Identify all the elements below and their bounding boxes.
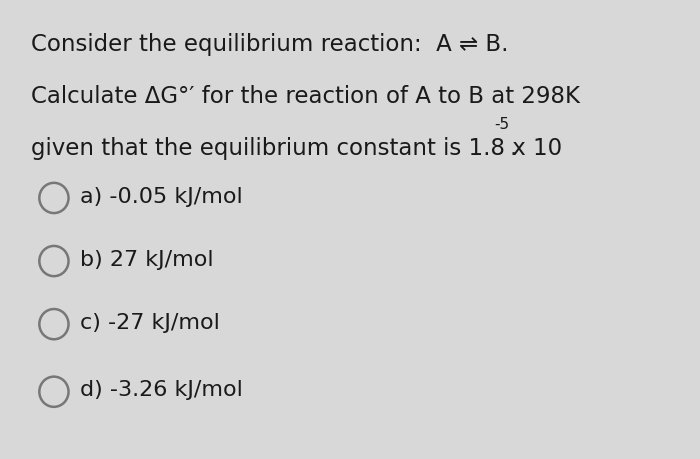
Text: .: . xyxy=(510,137,517,160)
Text: Consider the equilibrium reaction:  A ⇌ B.: Consider the equilibrium reaction: A ⇌ B… xyxy=(31,34,508,56)
Text: c) -27 kJ/mol: c) -27 kJ/mol xyxy=(80,313,220,333)
Text: d) -3.26 kJ/mol: d) -3.26 kJ/mol xyxy=(80,381,244,400)
Text: a) -0.05 kJ/mol: a) -0.05 kJ/mol xyxy=(80,187,243,207)
Text: -5: -5 xyxy=(494,117,509,132)
Text: given that the equilibrium constant is 1.8 x 10: given that the equilibrium constant is 1… xyxy=(31,137,562,160)
Text: Calculate ΔG°′ for the reaction of A to B at 298K: Calculate ΔG°′ for the reaction of A to … xyxy=(31,85,580,108)
Text: b) 27 kJ/mol: b) 27 kJ/mol xyxy=(80,250,214,270)
